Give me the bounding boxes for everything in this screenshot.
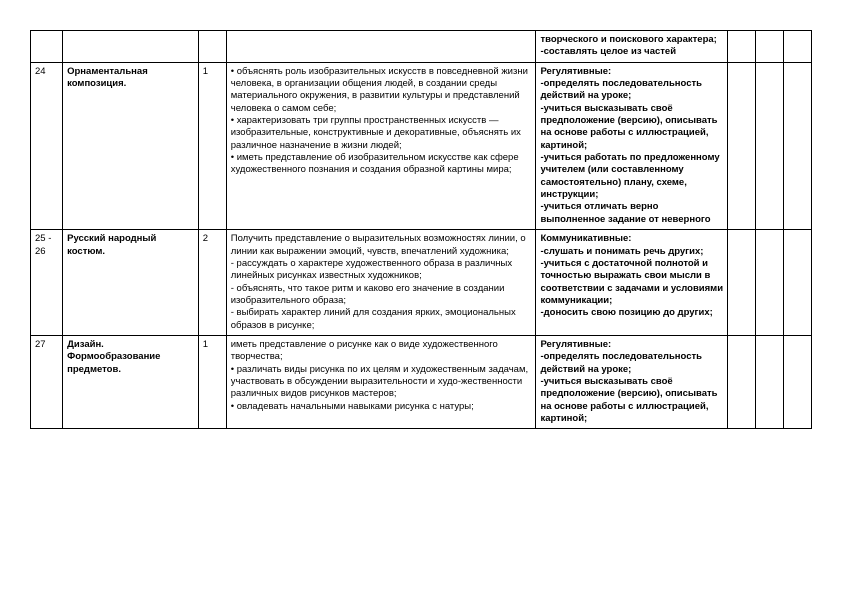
cell-empty bbox=[783, 230, 811, 336]
cell-description: иметь представление о рисунке как о виде… bbox=[226, 335, 536, 428]
cell-empty bbox=[728, 62, 756, 229]
cell-empty bbox=[756, 31, 784, 63]
cell-topic: Русский народный костюм. bbox=[63, 230, 199, 336]
cell-hours bbox=[198, 31, 226, 63]
cell-description: Получить представление о выразительных в… bbox=[226, 230, 536, 336]
table-row: творческого и поискового характера; -сос… bbox=[31, 31, 812, 63]
cell-hours: 1 bbox=[198, 62, 226, 229]
cell-number bbox=[31, 31, 63, 63]
cell-competencies: Коммуникативные: -слушать и понимать реч… bbox=[536, 230, 728, 336]
curriculum-table: творческого и поискового характера; -сос… bbox=[30, 30, 812, 429]
cell-competencies: Регулятивные: -определять последовательн… bbox=[536, 335, 728, 428]
cell-number: 24 bbox=[31, 62, 63, 229]
cell-empty bbox=[783, 31, 811, 63]
cell-empty bbox=[728, 230, 756, 336]
cell-empty bbox=[756, 230, 784, 336]
cell-topic: Дизайн. Формообразование предметов. bbox=[63, 335, 199, 428]
cell-number: 27 bbox=[31, 335, 63, 428]
cell-empty bbox=[728, 335, 756, 428]
cell-description: • объяснять роль изобразительных искусст… bbox=[226, 62, 536, 229]
cell-empty bbox=[783, 335, 811, 428]
cell-competencies: Регулятивные: -определять последовательн… bbox=[536, 62, 728, 229]
table-row: 27 Дизайн. Формообразование предметов. 1… bbox=[31, 335, 812, 428]
cell-description bbox=[226, 31, 536, 63]
cell-hours: 1 bbox=[198, 335, 226, 428]
cell-empty bbox=[756, 62, 784, 229]
table-body: творческого и поискового характера; -сос… bbox=[31, 31, 812, 429]
cell-hours: 2 bbox=[198, 230, 226, 336]
cell-competencies: творческого и поискового характера; -сос… bbox=[536, 31, 728, 63]
cell-topic: Орнаментальная композиция. bbox=[63, 62, 199, 229]
cell-empty bbox=[728, 31, 756, 63]
cell-empty bbox=[783, 62, 811, 229]
cell-topic bbox=[63, 31, 199, 63]
cell-empty bbox=[756, 335, 784, 428]
cell-number: 25 - 26 bbox=[31, 230, 63, 336]
table-row: 25 - 26 Русский народный костюм. 2 Получ… bbox=[31, 230, 812, 336]
table-row: 24 Орнаментальная композиция. 1 • объясн… bbox=[31, 62, 812, 229]
